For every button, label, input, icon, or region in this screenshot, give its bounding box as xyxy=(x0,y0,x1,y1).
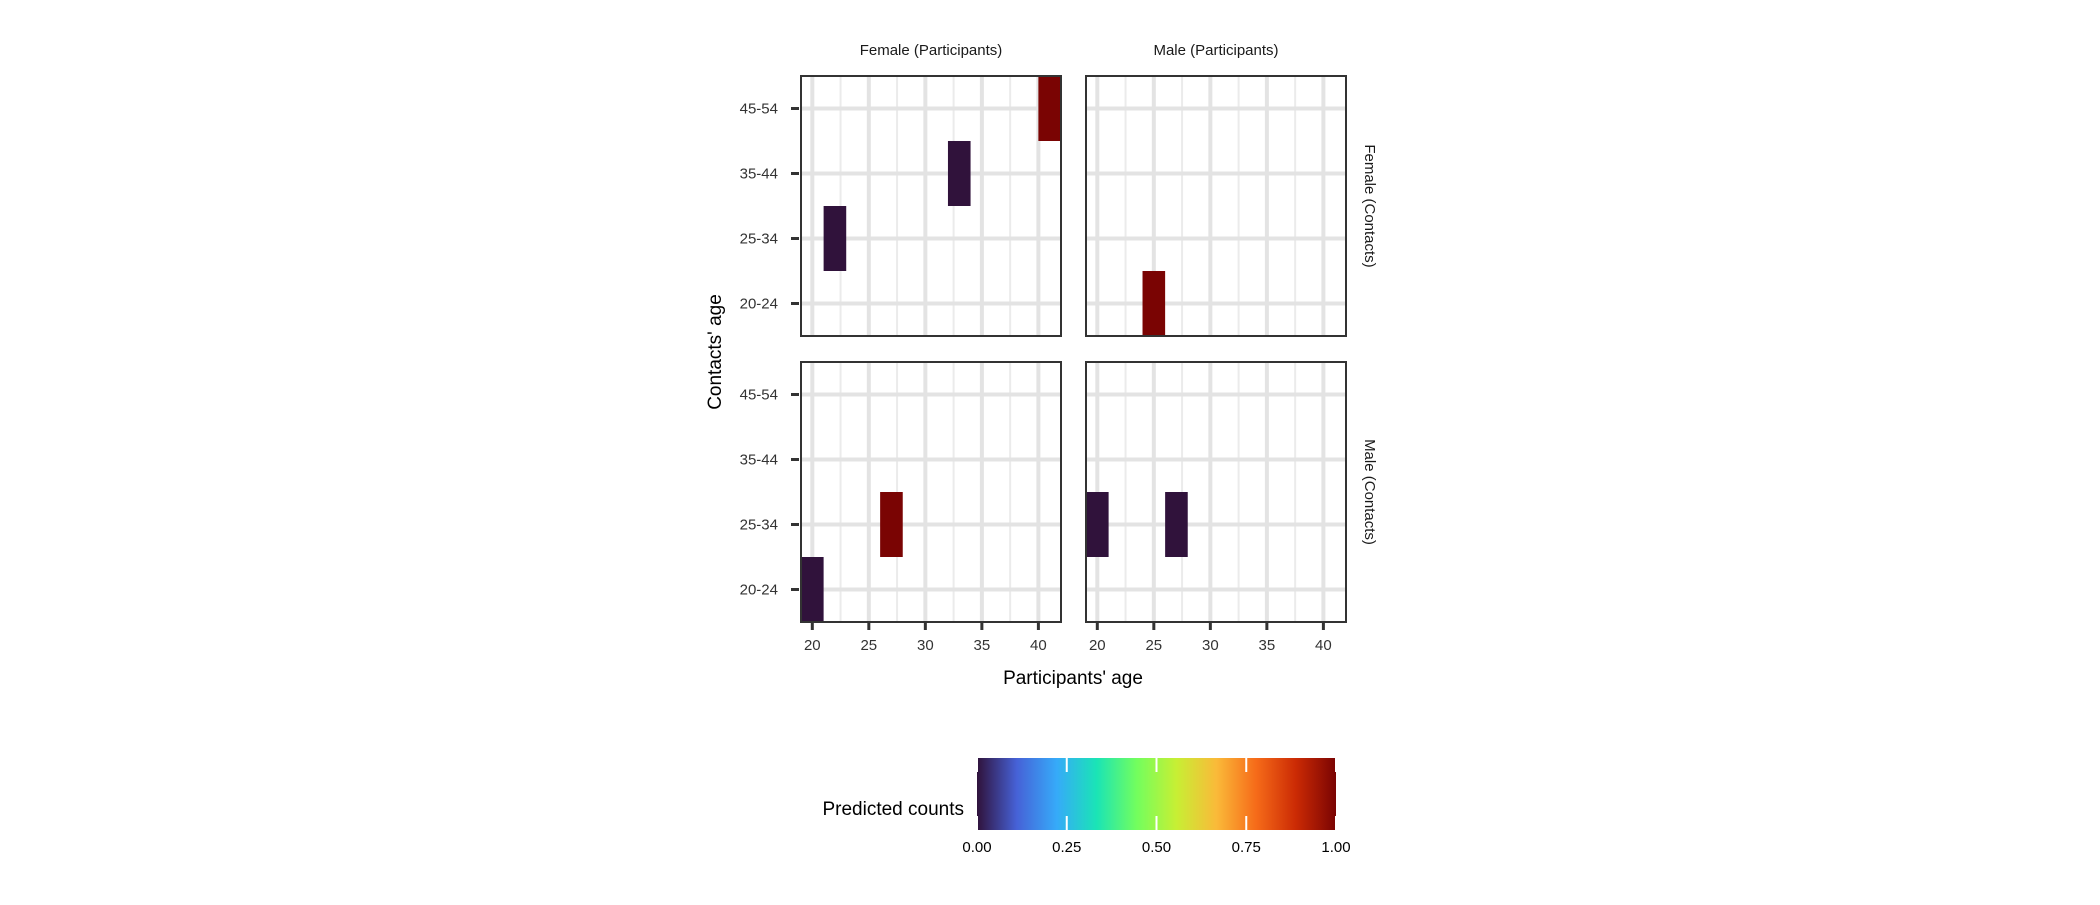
x-tick-label: 20 xyxy=(804,637,821,654)
y-tick-label: 35-44 xyxy=(740,166,778,183)
x-axis-title: Participants' age xyxy=(1003,668,1143,689)
y-tick-label: 45-54 xyxy=(740,101,778,118)
x-tick-label: 40 xyxy=(1315,637,1332,654)
heatmap-tile xyxy=(823,206,847,271)
heatmap-tile xyxy=(1165,492,1188,557)
heatmap-tile xyxy=(1142,271,1166,336)
legend: Predicted counts 0.00 0.25 0.50 0.75 1.00 xyxy=(822,758,1351,856)
legend-tick-label: 0.75 xyxy=(1232,839,1261,856)
y-tick-label: 25-34 xyxy=(740,231,778,248)
x-tick-label: 35 xyxy=(974,637,991,654)
y-tick-label: 35-44 xyxy=(740,452,778,469)
panel-border xyxy=(800,361,1062,623)
facet-panel xyxy=(800,75,1062,337)
heatmap-tile xyxy=(1086,492,1109,557)
legend-tick-label: 1.00 xyxy=(1321,839,1350,856)
heatmap-tile xyxy=(880,492,903,557)
x-tick-label: 25 xyxy=(860,637,877,654)
heatmap-tile xyxy=(1038,76,1061,141)
panels-layer: Female (Participants) Male (Participants)… xyxy=(740,42,1378,654)
x-tick-label: 35 xyxy=(1259,637,1276,654)
legend-tick-label: 0.25 xyxy=(1052,839,1081,856)
heatmap-tile xyxy=(801,557,824,622)
column-facet-label: Female (Participants) xyxy=(860,42,1003,59)
y-axis-title: Contacts' age xyxy=(705,294,726,410)
panel-border xyxy=(800,75,1062,337)
legend-tick-label: 0.50 xyxy=(1142,839,1171,856)
x-tick-label: 30 xyxy=(1202,637,1219,654)
panel-border xyxy=(1085,75,1347,337)
panel-border xyxy=(1085,361,1347,623)
x-tick-label: 20 xyxy=(1089,637,1106,654)
y-tick-label: 25-34 xyxy=(740,517,778,534)
facet-panel xyxy=(1085,75,1347,337)
legend-title: Predicted counts xyxy=(822,799,964,820)
x-tick-label: 30 xyxy=(917,637,934,654)
y-tick-label: 45-54 xyxy=(740,387,778,404)
row-facet-label: Male (Contacts) xyxy=(1361,439,1378,545)
facet-panel xyxy=(800,361,1062,623)
column-facet-label: Male (Participants) xyxy=(1153,42,1278,59)
y-tick-label: 20-24 xyxy=(740,582,778,599)
x-tick-label: 40 xyxy=(1030,637,1047,654)
heatmap-tile xyxy=(947,141,971,206)
row-facet-label: Female (Contacts) xyxy=(1361,144,1378,267)
y-tick-label: 20-24 xyxy=(740,296,778,313)
legend-tick-label: 0.00 xyxy=(962,839,991,856)
x-tick-label: 25 xyxy=(1145,637,1162,654)
facet-panel xyxy=(1085,361,1347,623)
